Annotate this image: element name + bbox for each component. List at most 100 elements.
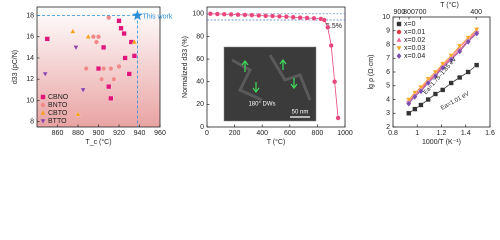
legend-marker <box>396 21 402 27</box>
x-tick-label: 400 <box>256 130 268 137</box>
y-tick-label: 18 <box>26 12 34 19</box>
series-line <box>210 13 339 118</box>
y-tick-label: 8 <box>30 119 34 126</box>
marker <box>473 27 480 33</box>
legend-marker <box>396 53 402 59</box>
marker <box>406 110 412 116</box>
marker <box>101 44 107 50</box>
y-axis-label: lg ρ (Ω·cm) <box>368 55 375 90</box>
x-tick-label: 1 <box>415 130 419 137</box>
legend-label: x=0.02 <box>404 37 425 44</box>
marker <box>263 13 269 19</box>
legend-marker <box>396 46 402 51</box>
y-axis-label: Normalized d33 (%) <box>182 36 189 98</box>
legend-marker <box>40 119 46 124</box>
y-tick-label: 80 <box>196 33 204 40</box>
marker <box>122 55 128 61</box>
marker <box>304 15 310 21</box>
y-tick-label: 10 <box>26 97 34 104</box>
legend-label: x=0 <box>404 21 416 28</box>
marker <box>116 18 122 24</box>
x-tick-label: 880 <box>72 130 84 137</box>
marker <box>332 79 338 85</box>
series-line <box>408 31 477 103</box>
marker <box>290 14 296 20</box>
marker <box>106 15 112 21</box>
marker <box>297 15 303 21</box>
marker <box>433 91 438 97</box>
marker <box>328 43 334 48</box>
x-tick-label: 940 <box>134 130 146 137</box>
marker <box>235 12 241 18</box>
x-axis-label: T (°C) <box>267 138 286 146</box>
x-axis-label: T_c (°C) <box>85 138 111 146</box>
annotation: Ea=1.01 eV <box>440 91 470 112</box>
series-line <box>408 30 477 102</box>
marker <box>418 85 424 91</box>
marker <box>108 95 114 101</box>
marker <box>283 14 289 20</box>
legend-label: x=0.04 <box>404 53 425 60</box>
marker <box>277 13 282 19</box>
legend-label: x=0.03 <box>404 45 425 52</box>
marker <box>412 93 418 100</box>
y-tick-label: 10 <box>382 14 390 21</box>
marker <box>85 33 91 39</box>
series-line <box>408 29 477 100</box>
marker <box>440 87 446 93</box>
marker <box>242 12 248 18</box>
legend-marker <box>40 110 46 115</box>
y-tick-label: 16 <box>26 34 34 41</box>
marker <box>126 71 132 77</box>
x-tick-label: 1000 <box>337 130 353 137</box>
marker <box>131 39 138 44</box>
marker <box>474 62 480 68</box>
legend-marker <box>40 94 46 100</box>
y-tick-label: 20 <box>196 101 204 108</box>
y-tick-label: 40 <box>196 79 204 86</box>
x2-tick-label: 800 <box>403 9 415 16</box>
x-tick-label: 960 <box>154 130 166 137</box>
marker <box>131 53 137 59</box>
y-tick-label: 9 <box>386 28 390 35</box>
marker <box>96 34 101 40</box>
y-tick-label: 6 <box>386 69 390 76</box>
inset-label: 50 nm <box>292 110 309 116</box>
marker <box>425 76 431 82</box>
marker <box>42 71 48 77</box>
marker <box>270 13 275 19</box>
marker <box>90 34 96 40</box>
x2-axis-label: T (°C) <box>440 1 459 9</box>
marker <box>101 66 107 71</box>
marker <box>456 43 463 49</box>
marker <box>412 90 418 96</box>
legend-label: CBTO <box>48 110 68 117</box>
marker <box>425 97 431 102</box>
legend-marker <box>396 29 402 35</box>
marker <box>121 31 127 36</box>
marker <box>108 66 114 71</box>
marker <box>80 87 86 93</box>
marker <box>418 88 424 95</box>
marker <box>132 9 143 21</box>
x2-tick-label: 700 <box>415 9 427 16</box>
marker <box>418 102 424 108</box>
y-tick-label: 0 <box>200 124 204 131</box>
marker <box>440 64 446 72</box>
marker <box>335 115 341 121</box>
y-tick-label: 8 <box>386 41 390 48</box>
x-tick-label: 200 <box>229 130 241 137</box>
marker <box>432 70 439 75</box>
marker <box>70 28 76 34</box>
legend-label: CBNO <box>48 94 69 101</box>
marker <box>406 97 412 103</box>
marker <box>311 15 317 21</box>
marker <box>106 84 112 90</box>
y-tick-label: 14 <box>26 55 34 62</box>
marker <box>83 66 89 71</box>
marker <box>118 25 124 31</box>
y-tick-label: 60 <box>196 56 204 63</box>
marker <box>99 76 104 82</box>
marker <box>321 17 327 23</box>
legend-label: x=0.01 <box>404 29 425 36</box>
